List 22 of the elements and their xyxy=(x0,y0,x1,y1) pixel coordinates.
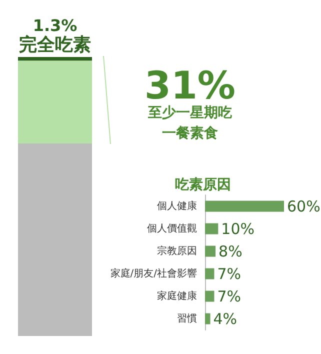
bar xyxy=(205,200,284,212)
data-label: 60% xyxy=(287,197,320,216)
bar xyxy=(205,313,210,324)
data-label: 7% xyxy=(217,287,242,306)
y-tick-label: 家庭健康 xyxy=(157,290,197,302)
y-tick-label: 家庭/朋友/社會影響 xyxy=(110,267,197,280)
bar xyxy=(205,268,214,280)
bar xyxy=(205,223,218,234)
data-label: 7% xyxy=(217,264,242,283)
chart-title: 吃素原因 xyxy=(175,177,231,193)
y-tick-label: 宗教原因 xyxy=(157,244,197,257)
y-tick-label: 個人健康 xyxy=(157,200,197,212)
text: 至少一星期吃一餐素食 xyxy=(147,105,232,142)
bar xyxy=(205,290,214,302)
y-tick-label: 個人價值觀 xyxy=(147,222,197,234)
data-label: 8% xyxy=(218,242,242,260)
y-tick-label: 習慣 xyxy=(177,312,197,324)
data-label: 10% xyxy=(221,220,255,238)
bar xyxy=(205,246,216,257)
text: 完全吃素 xyxy=(19,34,91,56)
text: 1.3% xyxy=(32,16,78,36)
data-label: 4% xyxy=(213,310,238,328)
